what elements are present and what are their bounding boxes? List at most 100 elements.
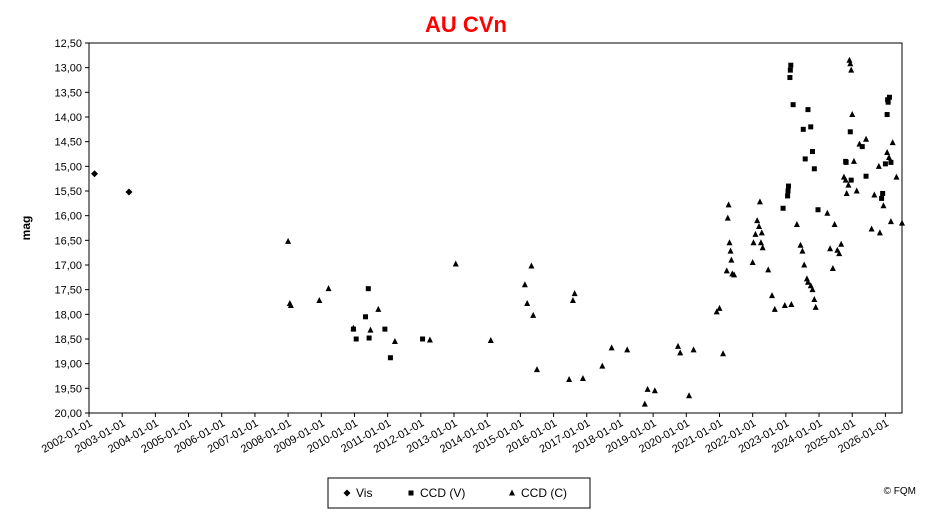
data-point-triangle: [569, 297, 576, 304]
data-point-triangle: [675, 342, 682, 349]
y-tick-label: 18,50: [54, 334, 82, 346]
data-point-triangle: [720, 350, 727, 357]
data-point-diamond: [125, 188, 133, 196]
data-point-triangle: [885, 153, 892, 160]
data-point-square: [886, 94, 892, 100]
y-tick-label: 13,50: [54, 87, 82, 99]
data-point-triangle: [690, 346, 697, 353]
data-point-square: [808, 124, 814, 130]
data-point-square: [363, 314, 369, 320]
data-point-triangle: [868, 225, 875, 232]
data-point-triangle: [287, 301, 294, 308]
data-point-triangle: [325, 285, 332, 292]
data-point-square: [787, 67, 793, 73]
data-point-square: [879, 195, 885, 201]
data-point-triangle: [724, 214, 731, 221]
data-point-square: [800, 126, 806, 132]
data-point-triangle: [579, 374, 586, 381]
y-tick-label: 14,00: [54, 112, 82, 124]
data-point-triangle: [831, 221, 838, 228]
y-tick-label: 19,50: [54, 383, 82, 395]
data-point-square: [848, 177, 854, 183]
data-point-triangle: [801, 261, 808, 268]
y-axis-label: mag: [19, 216, 33, 241]
data-point-triangle: [571, 290, 578, 297]
data-point-triangle: [725, 201, 732, 208]
data-point-triangle: [426, 336, 433, 343]
legend-marker-square: [408, 490, 414, 496]
data-point-square: [366, 335, 372, 341]
data-point-triangle: [716, 304, 723, 311]
data-point-triangle: [533, 366, 540, 373]
data-point-triangle: [849, 111, 856, 118]
data-point-triangle: [827, 245, 834, 252]
data-point-triangle: [524, 299, 531, 306]
y-tick-label: 16,50: [54, 235, 82, 247]
y-axis: 12,50 13,00 13,50 14,00 14,50 15,00 15,50 16,00…: [54, 38, 89, 420]
data-point-triangle: [723, 267, 730, 274]
data-point-triangle: [759, 244, 766, 251]
data-point-triangle: [608, 344, 615, 351]
data-point-triangle: [765, 266, 772, 273]
data-point-triangle: [829, 264, 836, 271]
data-point-triangle: [713, 308, 720, 315]
data-point-square: [790, 102, 796, 108]
data-point-triangle: [875, 162, 882, 169]
data-point-triangle: [731, 271, 738, 278]
data-point-triangle: [788, 300, 795, 307]
data-point-triangle: [838, 240, 845, 247]
data-point-diamond: [91, 170, 99, 178]
legend-marker-diamond: [343, 489, 351, 497]
data-point-square: [843, 159, 849, 165]
data-point-triangle: [752, 230, 759, 237]
data-point-triangle: [781, 301, 788, 308]
data-point-triangle: [893, 173, 900, 180]
data-point-square: [788, 62, 794, 68]
data-point-triangle: [367, 326, 374, 333]
data-point-triangle: [793, 221, 800, 228]
data-point-triangle: [375, 305, 382, 312]
data-point-square: [885, 99, 891, 105]
legend-box: [327, 477, 591, 509]
data-point-square: [353, 336, 359, 342]
data-point-triangle: [624, 346, 631, 353]
data-point-triangle: [599, 362, 606, 369]
data-point-triangle: [756, 223, 763, 230]
data-point-triangle: [889, 139, 896, 146]
data-point-triangle: [756, 198, 763, 205]
data-point-triangle: [566, 375, 573, 382]
data-point-triangle: [749, 259, 756, 266]
y-tick-label: 20,00: [54, 408, 82, 420]
data-point-triangle: [809, 286, 816, 293]
y-tick-label: 16,00: [54, 211, 82, 223]
data-point-square: [382, 326, 388, 332]
credit-text: © FQM: [884, 486, 916, 497]
series-triangle: [285, 56, 905, 407]
data-point-triangle: [728, 256, 735, 263]
data-point-triangle: [824, 209, 831, 216]
data-point-triangle: [641, 400, 648, 407]
data-point-triangle: [876, 229, 883, 236]
data-point-triangle: [727, 247, 734, 254]
data-point-square: [365, 286, 371, 292]
data-point-triangle: [846, 56, 853, 63]
data-point-square: [847, 129, 853, 135]
data-point-triangle: [758, 229, 765, 236]
y-tick-label: 19,00: [54, 359, 82, 371]
data-point-square: [785, 183, 791, 189]
data-point-triangle: [850, 157, 857, 164]
legend-marker-triangle: [509, 489, 515, 496]
x-axis: 2002-01-012003-01-012004-01-012005-01-01…: [40, 413, 891, 456]
y-tick-label: 17,50: [54, 285, 82, 297]
data-point-triangle: [350, 324, 357, 331]
data-point-triangle: [836, 250, 843, 257]
data-point-triangle: [863, 135, 870, 142]
y-tick-label: 15,00: [54, 161, 82, 173]
data-point-triangle: [797, 241, 804, 248]
y-tick-label: 18,00: [54, 309, 82, 321]
data-point-triangle: [847, 60, 854, 67]
data-point-triangle: [843, 189, 850, 196]
data-point-triangle: [899, 219, 905, 226]
data-point-square: [882, 161, 888, 167]
y-tick-label: 14,50: [54, 137, 82, 149]
